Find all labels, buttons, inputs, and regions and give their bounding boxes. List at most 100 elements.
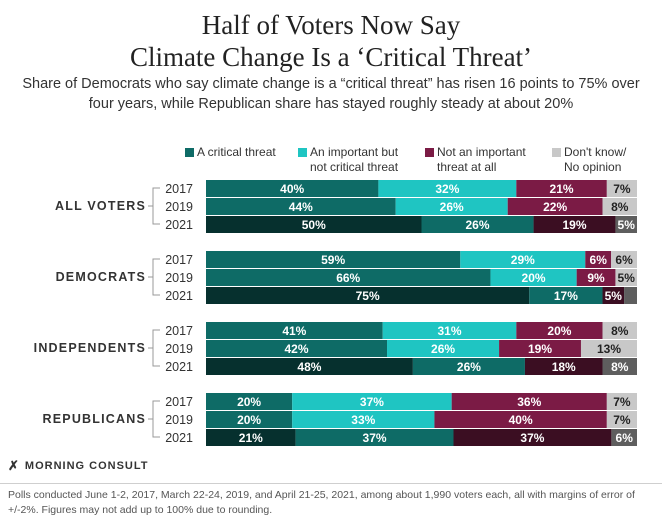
legend-label-dont-know-line2: No opinion	[564, 160, 622, 174]
group-bracket-independents	[148, 329, 160, 367]
data-label-republicans-2021-important: 37%	[363, 431, 387, 445]
year-label-independents-2021: 2021	[165, 360, 193, 374]
bar-democrats-2021-not-important	[602, 287, 625, 304]
bar-republicans-2017-dont-know	[606, 393, 637, 410]
data-label-independents-2017-critical: 41%	[282, 324, 306, 338]
data-label-independents-2021-critical: 48%	[297, 360, 321, 374]
bar-democrats-2017-dont-know	[611, 251, 637, 268]
group-bracket-democrats	[148, 258, 160, 296]
year-label-democrats-2017: 2017	[165, 253, 193, 267]
bar-independents-2017-important	[382, 322, 517, 339]
data-label-independents-2021-not-important: 18%	[552, 360, 576, 374]
bar-republicans-2021-dont-know	[611, 429, 637, 446]
data-label-republicans-2017-important: 37%	[360, 395, 384, 409]
bar-democrats-2019-critical	[206, 269, 491, 286]
data-label-democrats-2021-not-important: 5%	[605, 289, 623, 303]
data-label-all-voters-2017-critical: 40%	[280, 182, 304, 196]
bar-independents-2019-dont-know	[580, 340, 637, 357]
legend-label-critical: A critical threat	[197, 145, 276, 159]
bar-republicans-2021-critical	[206, 429, 296, 446]
chart-title-line2: Climate Change Is a ‘Critical Threat’	[129, 42, 533, 72]
bar-all-voters-2021-important	[421, 216, 534, 233]
data-label-republicans-2021-not-important: 37%	[520, 431, 544, 445]
data-label-democrats-2017-dont-know: 6%	[615, 253, 633, 267]
bar-republicans-2017-not-important	[451, 393, 607, 410]
legend-swatch-not-important	[425, 148, 434, 157]
data-label-republicans-2019-not-important: 40%	[509, 413, 533, 427]
bar-democrats-2019-not-important	[576, 269, 616, 286]
group-bracket-republicans	[148, 400, 160, 438]
data-label-republicans-2021-dont-know: 6%	[616, 431, 634, 445]
data-label-all-voters-2017-dont-know: 7%	[613, 182, 631, 196]
year-label-democrats-2021: 2021	[165, 289, 193, 303]
bar-independents-2017-not-important	[516, 322, 603, 339]
data-label-democrats-2021-critical: 75%	[356, 289, 380, 303]
bar-independents-2019-not-important	[499, 340, 581, 357]
bar-republicans-2021-not-important	[453, 429, 612, 446]
bar-all-voters-2021-dont-know	[615, 216, 637, 233]
legend-label-not-important-line2: threat at all	[437, 160, 497, 174]
data-label-all-voters-2021-dont-know: 5%	[618, 218, 636, 232]
data-label-democrats-2019-not-important: 9%	[587, 271, 605, 285]
legend-label-important-line2: not critical threat	[310, 160, 399, 174]
year-label-republicans-2021: 2021	[165, 431, 193, 445]
data-label-republicans-2019-dont-know: 7%	[613, 413, 631, 427]
brand-name: MORNING CONSULT	[24, 460, 149, 472]
data-label-all-voters-2021-important: 26%	[466, 218, 490, 232]
data-label-independents-2019-critical: 42%	[284, 342, 308, 356]
data-label-republicans-2017-critical: 20%	[237, 395, 261, 409]
data-label-independents-2017-not-important: 20%	[547, 324, 571, 338]
year-label-independents-2019: 2019	[165, 342, 193, 356]
bar-all-voters-2019-critical	[206, 198, 396, 215]
bar-all-voters-2017-not-important	[516, 180, 607, 197]
bar-all-voters-2017-important	[378, 180, 517, 197]
chart-subtitle: Share of Democrats who say climate chang…	[22, 76, 640, 112]
bar-independents-2021-dont-know	[602, 358, 637, 375]
data-label-all-voters-2019-critical: 44%	[289, 200, 313, 214]
data-label-independents-2017-important: 31%	[437, 324, 461, 338]
group-label-republicans: REPUBLICANS	[43, 412, 146, 426]
data-label-all-voters-2017-important: 32%	[435, 182, 459, 196]
group-label-all-voters: ALL VOTERS	[55, 199, 146, 213]
legend-swatch-dont-know	[552, 148, 561, 157]
bar-democrats-2017-not-important	[585, 251, 612, 268]
bar-republicans-2019-critical	[206, 411, 293, 428]
data-label-all-voters-2019-not-important: 22%	[543, 200, 567, 214]
legend-swatch-critical	[185, 148, 194, 157]
data-label-democrats-2021-important: 17%	[554, 289, 578, 303]
data-label-republicans-2019-critical: 20%	[237, 413, 261, 427]
group-label-democrats: DEMOCRATS	[56, 270, 146, 284]
year-label-independents-2017: 2017	[165, 324, 193, 338]
data-label-republicans-2017-not-important: 36%	[517, 395, 541, 409]
bar-democrats-2021-critical	[206, 287, 530, 304]
legend-label-dont-know-line1: Don't know/	[564, 145, 627, 159]
bar-independents-2017-critical	[206, 322, 383, 339]
data-label-independents-2021-dont-know: 8%	[611, 360, 629, 374]
bar-independents-2021-not-important	[524, 358, 603, 375]
bar-all-voters-2021-not-important	[533, 216, 616, 233]
data-label-all-voters-2017-not-important: 21%	[550, 182, 574, 196]
data-label-democrats-2019-dont-know: 5%	[618, 271, 636, 285]
bar-independents-2021-important	[412, 358, 525, 375]
bar-republicans-2017-important	[292, 393, 452, 410]
bar-democrats-2017-important	[460, 251, 586, 268]
bar-democrats-2019-important	[490, 269, 577, 286]
group-label-independents: INDEPENDENTS	[34, 341, 146, 355]
bar-democrats-2021-important	[529, 287, 603, 304]
data-label-democrats-2019-important: 20%	[522, 271, 546, 285]
legend-label-not-important-line1: Not an important	[437, 145, 526, 159]
brand-logo: ✗ MORNING CONSULT	[8, 458, 148, 474]
data-label-democrats-2017-important: 29%	[511, 253, 535, 267]
data-label-independents-2017-dont-know: 8%	[611, 324, 629, 338]
year-label-all-voters-2021: 2021	[165, 218, 193, 232]
data-label-democrats-2017-not-important: 6%	[590, 253, 608, 267]
data-label-independents-2019-not-important: 19%	[528, 342, 552, 356]
year-label-all-voters-2017: 2017	[165, 182, 193, 196]
legend-label-important-line1: An important but	[310, 145, 399, 159]
bar-democrats-2019-dont-know	[615, 269, 637, 286]
bar-all-voters-2019-dont-know	[602, 198, 637, 215]
data-label-independents-2019-important: 26%	[431, 342, 455, 356]
bar-independents-2019-critical	[206, 340, 388, 357]
data-label-all-voters-2019-dont-know: 8%	[611, 200, 629, 214]
chart-title-line1: Half of Voters Now Say	[201, 10, 461, 40]
